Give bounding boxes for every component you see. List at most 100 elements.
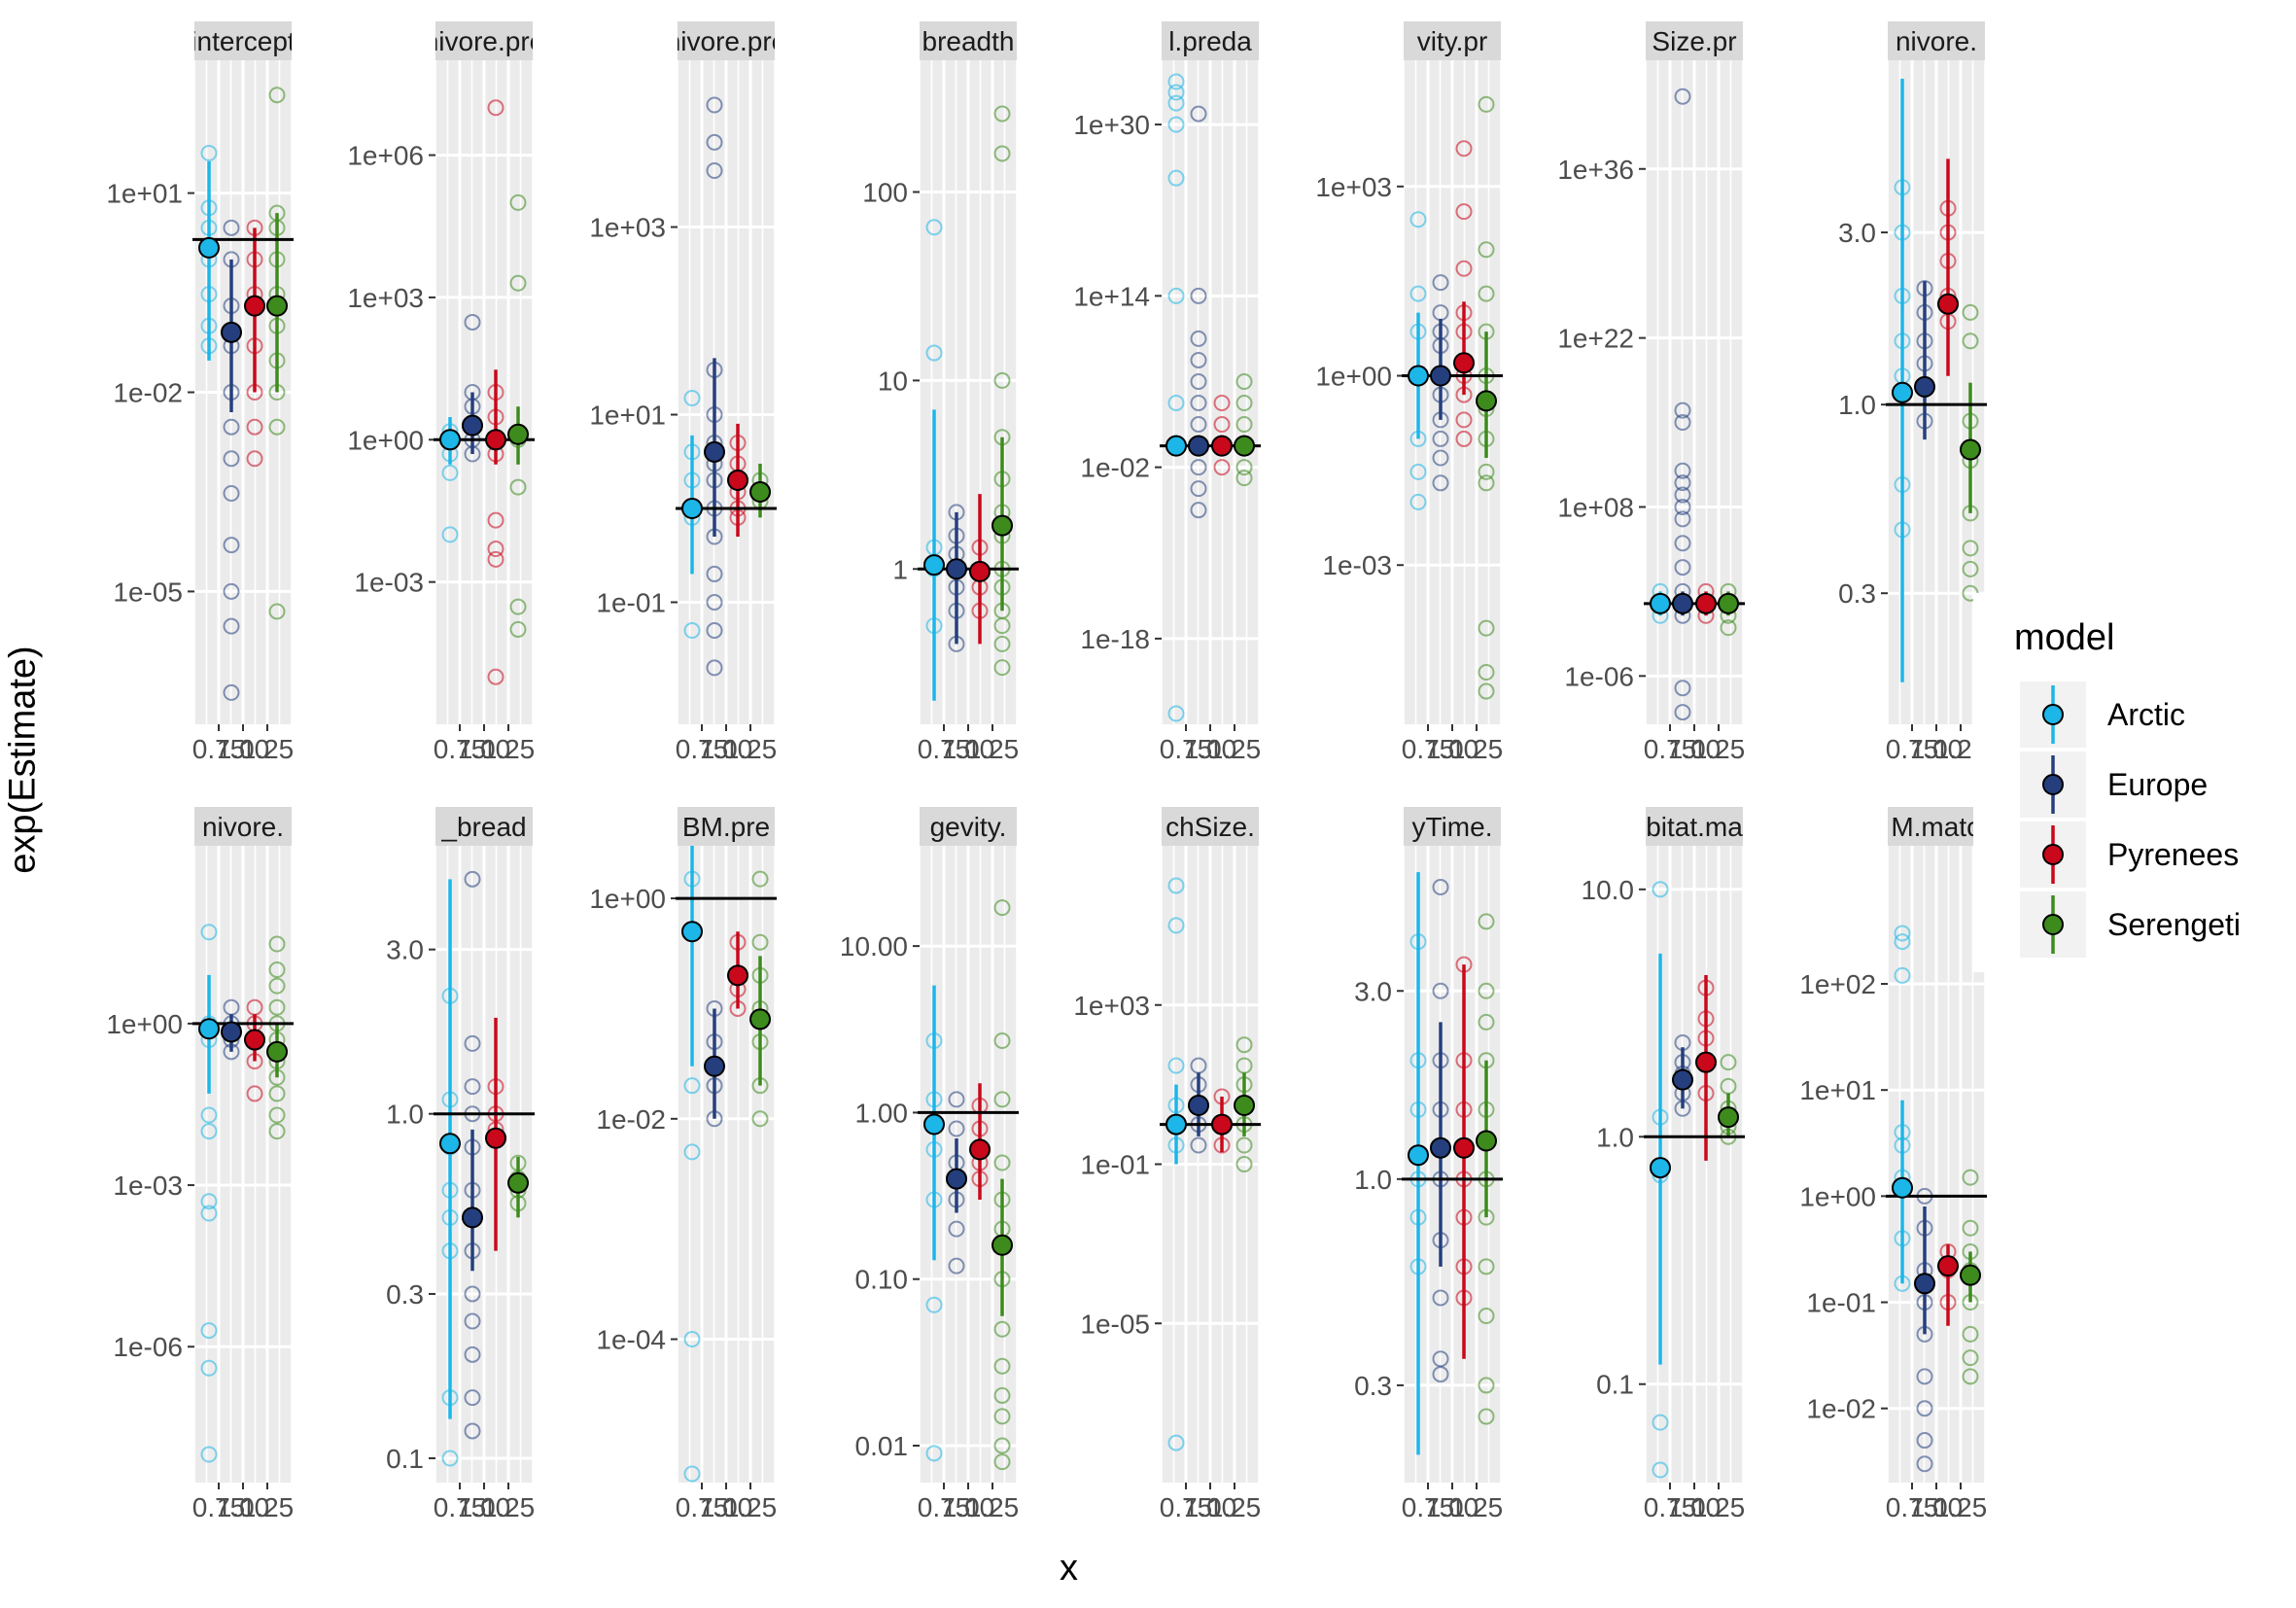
- data-point: [268, 935, 286, 953]
- data-point: [1455, 203, 1473, 221]
- estimate-point: [1937, 1255, 1959, 1277]
- x-tick-label: 1.00: [217, 734, 270, 764]
- data-point: [464, 1389, 481, 1407]
- y-tick-label: 0.01: [855, 1431, 909, 1461]
- data-point: [1674, 559, 1691, 577]
- data-point: [1455, 140, 1473, 157]
- data-point: [509, 620, 527, 638]
- data-point: [268, 1106, 286, 1124]
- x-tick-label: 1.00: [217, 1492, 270, 1522]
- facet-strip: [1888, 21, 1985, 60]
- y-tick-label: 0.1: [386, 1444, 424, 1474]
- facet-strip: [1404, 807, 1501, 846]
- data-point: [1167, 877, 1185, 894]
- x-tick-label: 1.25: [1934, 1492, 1988, 1522]
- y-tick-label: 1e-03: [354, 568, 424, 598]
- x-tick-label: 1.00: [1184, 1492, 1237, 1522]
- y-tick-label: 1e+00: [106, 1009, 183, 1039]
- data-point: [1432, 430, 1449, 447]
- estimate-point: [1695, 592, 1717, 614]
- data-point: [706, 593, 723, 611]
- data-point: [1962, 1325, 1979, 1343]
- estimate-point: [1430, 1136, 1451, 1159]
- data-point: [1894, 966, 1911, 984]
- data-point: [1674, 474, 1691, 492]
- x-tick-label: 1.25: [1208, 1492, 1262, 1522]
- estimate-point: [462, 1206, 483, 1229]
- y-tick-label: 1e+03: [1315, 172, 1392, 202]
- facet-strip: [1646, 807, 1743, 846]
- estimate-point: [1211, 435, 1233, 457]
- data-point: [925, 1296, 943, 1313]
- data-point: [1916, 1455, 1933, 1473]
- data-point: [1674, 87, 1691, 105]
- estimate-point: [1165, 435, 1187, 457]
- data-point: [1432, 449, 1449, 467]
- y-tick-label: 1e-04: [596, 1325, 666, 1355]
- data-point: [464, 1078, 481, 1096]
- data-point: [1720, 619, 1737, 637]
- data-point: [706, 622, 723, 640]
- data-point: [1432, 878, 1449, 895]
- estimate-point: [1914, 1273, 1935, 1295]
- data-point: [1235, 459, 1253, 476]
- estimate-point: [1672, 592, 1693, 614]
- data-point: [200, 1193, 218, 1210]
- data-point: [1674, 510, 1691, 528]
- data-point: [1478, 285, 1495, 302]
- y-tick-label: 1e-06: [113, 1332, 183, 1362]
- estimate-point: [1453, 352, 1475, 374]
- x-tick-label: 0.75: [1160, 1492, 1213, 1522]
- data-point: [487, 541, 504, 558]
- x-tick-label: 1.00: [1668, 1492, 1722, 1522]
- estimate-point: [1188, 435, 1209, 457]
- y-tick-label: 1.0: [386, 1100, 424, 1130]
- data-point: [464, 313, 481, 331]
- data-point: [1432, 474, 1449, 492]
- facet-strip-label: Size.pr: [1652, 26, 1736, 56]
- y-tick-label: 100: [862, 178, 908, 208]
- x-axis-title: x: [1060, 1548, 1078, 1589]
- data-point: [200, 1359, 218, 1377]
- data-point: [1167, 1434, 1185, 1451]
- data-point: [223, 418, 240, 436]
- data-point: [246, 1085, 263, 1102]
- estimate-point: [1892, 381, 1913, 403]
- estimate-point: [727, 964, 748, 987]
- estimate-point: [1914, 375, 1935, 398]
- data-point: [1674, 680, 1691, 697]
- y-tick-label: 1.0: [1354, 1165, 1392, 1195]
- data-point: [1962, 1169, 1979, 1186]
- data-point: [751, 1110, 769, 1128]
- data-point: [441, 1450, 459, 1467]
- y-tick-label: 1e-01: [596, 587, 666, 617]
- x-tick-label: 1.00: [942, 1492, 995, 1522]
- data-point: [1455, 430, 1473, 447]
- x-tick-label: 0.75: [192, 734, 246, 764]
- facet-panel: chSize. 1e+03 1e-01 1e-05 0.751.001.25: [1073, 807, 1261, 1522]
- facet-panel: _bread 3.0 1.0 0.3 0.1 0.751.001.25: [386, 807, 535, 1522]
- facet-panel: nivore.3.01.00.30.751.001.25: [1838, 21, 1987, 764]
- data-point: [993, 1320, 1011, 1338]
- x-tick-label: 0.75: [192, 1492, 246, 1522]
- y-tick-label: 0.3: [386, 1279, 424, 1310]
- x-tick-label: 0.75: [434, 734, 487, 764]
- estimate-point: [727, 469, 748, 491]
- data-point: [1167, 1057, 1185, 1074]
- x-tick-label: 1.25: [1692, 734, 1746, 764]
- data-point: [1652, 1461, 1669, 1479]
- data-point: [509, 478, 527, 496]
- data-point: [223, 219, 240, 236]
- legend: model Arctic Europe Pyrenees Serengeti: [1973, 593, 2265, 972]
- y-tick-label: 1e-01: [1080, 1150, 1150, 1180]
- y-tick-label: 1e-02: [113, 378, 183, 408]
- data-point: [1167, 169, 1185, 187]
- x-tick-label: 0.75: [1886, 1492, 1939, 1522]
- data-point: [1409, 211, 1427, 228]
- x-tick-label: 0.75: [1644, 1492, 1697, 1522]
- legend-item-label: Europe: [2107, 767, 2208, 802]
- legend-item: Pyrenees: [2020, 821, 2239, 888]
- data-point: [1190, 480, 1207, 498]
- data-point: [1478, 95, 1495, 113]
